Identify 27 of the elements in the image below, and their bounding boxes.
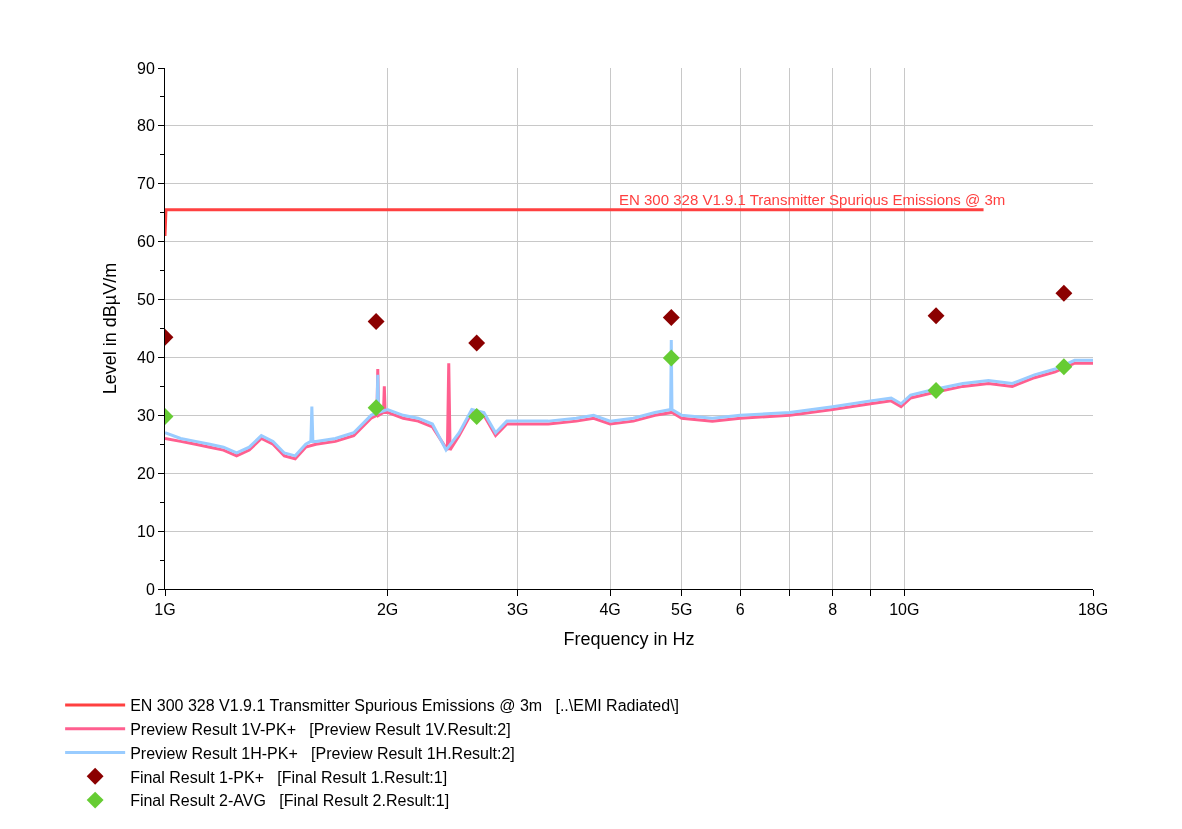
legend-label: Preview Result 1H-PK+ [Preview Result 1H.Result:2] (130, 744, 515, 762)
y-axis-title: Level in dBµV/m (100, 262, 121, 395)
y-tick-label: 50 (137, 291, 155, 309)
x-tick-label: 10G (889, 601, 920, 619)
legend-label: Preview Result 1V-PK+ [Preview Result 1V.Result:2] (130, 720, 511, 738)
x-tick-label: 18G (1077, 601, 1109, 619)
y-tick-label: 90 (137, 59, 155, 77)
y-tick-label: 20 (137, 464, 155, 482)
y-tick-label: 30 (137, 406, 155, 424)
x-axis-title: Frequency in Hz (563, 629, 695, 650)
legend-label: EN 300 328 V1.9.1 Transmitter Spurious Emissions @ 3m [..\EMI Radiated\] (130, 697, 680, 715)
y-tick-label: 0 (145, 580, 155, 598)
legend-label: Final Result 1-PK+ [Final Result 1.Result:1] (130, 768, 448, 786)
x-tick-label: 2G (376, 601, 399, 619)
x-tick-label: 3G (507, 601, 529, 619)
y-tick-label: 70 (137, 175, 155, 193)
y-tick-label: 80 (137, 117, 155, 135)
x-tick-label: 6 (735, 601, 745, 619)
x-tick-label: 1G (154, 601, 176, 619)
annotation: EN 300 328 V1.9.1 Transmitter Spurious Emissions @ 3m (619, 191, 1006, 208)
x-tick-label: 5G (671, 601, 693, 619)
y-tick-label: 60 (137, 233, 155, 251)
y-tick-label: 40 (137, 349, 155, 367)
legend-label: Final Result 2-AVG [Final Result 2.Result:1] (130, 792, 450, 810)
y-tick-label: 10 (137, 522, 155, 540)
x-tick-label: 4G (599, 601, 621, 619)
x-tick-label: 8 (828, 601, 838, 619)
